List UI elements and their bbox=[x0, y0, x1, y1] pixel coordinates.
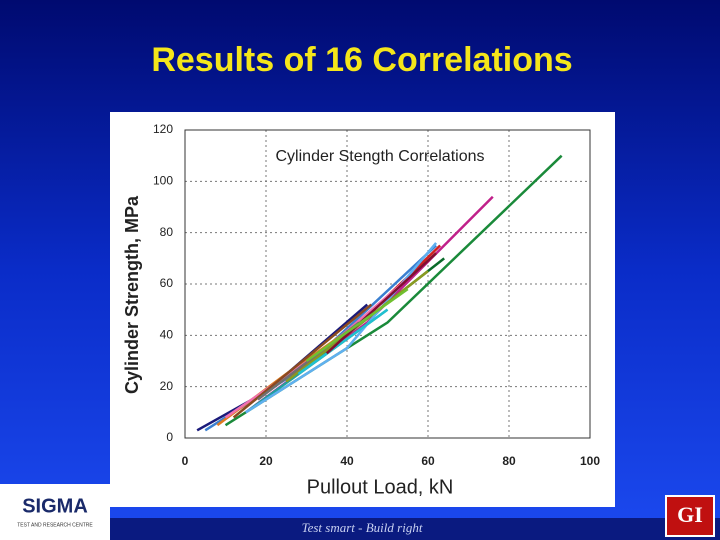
y-tick-label: 20 bbox=[160, 379, 174, 393]
series-line bbox=[325, 252, 437, 355]
badge-box bbox=[665, 495, 715, 537]
plot-frame bbox=[184, 129, 591, 439]
logo-box bbox=[0, 484, 110, 540]
logo-subtitle: TEST AND RESEARCH CENTRE bbox=[17, 522, 93, 528]
chart-title: Cylinder Stength Correlations bbox=[276, 148, 485, 165]
series-line bbox=[232, 303, 373, 419]
series-line bbox=[297, 308, 389, 375]
x-tick-label: 80 bbox=[502, 454, 516, 468]
tagline: Test smart - Build right bbox=[302, 520, 423, 535]
badge: GI bbox=[677, 502, 703, 527]
y-axis-label: Cylinder Strength, MPa bbox=[122, 195, 142, 394]
x-tick-label: 20 bbox=[259, 454, 273, 468]
x-tick-label: 40 bbox=[340, 454, 354, 468]
y-tick-label: 0 bbox=[166, 430, 173, 444]
series-line bbox=[305, 288, 409, 363]
y-tick-label: 60 bbox=[160, 276, 174, 290]
slide-title: Results of 16 Correlations bbox=[151, 41, 572, 79]
y-tick-label: 120 bbox=[153, 122, 173, 136]
x-axis-label: Pullout Load, kN bbox=[307, 476, 454, 498]
x-tick-label: 60 bbox=[421, 454, 435, 468]
footer-band bbox=[0, 518, 720, 540]
chart: 0 20 40 60 80 100 120 0 20 40 60 80 100 Cylinder Sten… bbox=[122, 122, 601, 498]
series-line bbox=[245, 242, 438, 414]
y-tick-label: 80 bbox=[160, 225, 174, 239]
logo: SIGMA bbox=[22, 495, 88, 517]
y-tick-label: 100 bbox=[153, 174, 173, 188]
y-tick-label: 40 bbox=[160, 328, 174, 342]
x-tick-label: 0 bbox=[182, 454, 189, 468]
x-tick-label: 100 bbox=[580, 454, 600, 468]
